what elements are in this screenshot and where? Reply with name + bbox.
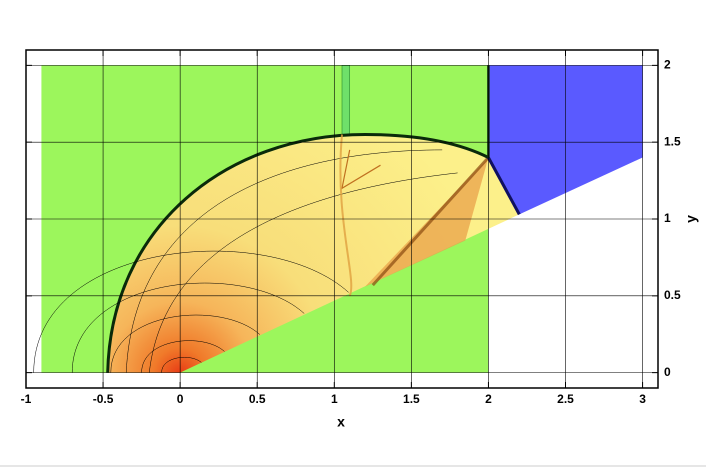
- x-tick-label: -1: [21, 392, 32, 406]
- slip-line: [371, 156, 490, 287]
- x-tick-label: 1: [331, 392, 338, 406]
- y-tick-label: 0.5: [664, 288, 681, 302]
- vortex-strip: [341, 65, 351, 135]
- contour-line: [341, 149, 381, 190]
- contour-line: [33, 250, 349, 373]
- x-tick-label: 0: [177, 392, 184, 406]
- x-tick-label: 2.5: [557, 392, 574, 406]
- y-tick-label: 1.5: [664, 134, 681, 148]
- y-tick-label: 0: [664, 365, 671, 379]
- x-tick-label: -0.5: [93, 392, 114, 406]
- mach-stem: [487, 156, 521, 216]
- x-tick-label: 2: [485, 392, 492, 406]
- x-axis-label: x: [337, 414, 345, 430]
- x-tick-label: 0.5: [249, 392, 266, 406]
- contour-line: [110, 314, 261, 373]
- contour-line: [125, 149, 443, 373]
- x-tick-label: 1.5: [403, 392, 420, 406]
- shocked-region: [107, 134, 520, 373]
- y-axis-label: y: [683, 215, 699, 223]
- contour-line: [339, 134, 353, 297]
- axes: -1 -0.5 0 0.5 1 1.5 2 2.5 3 0 0.5 1 1.5 2: [21, 49, 681, 406]
- plot-frame: [25, 49, 659, 389]
- x-tick-label: 3: [639, 392, 646, 406]
- y-tick-label: 2: [664, 58, 671, 72]
- y-tick-label: 1: [664, 211, 671, 225]
